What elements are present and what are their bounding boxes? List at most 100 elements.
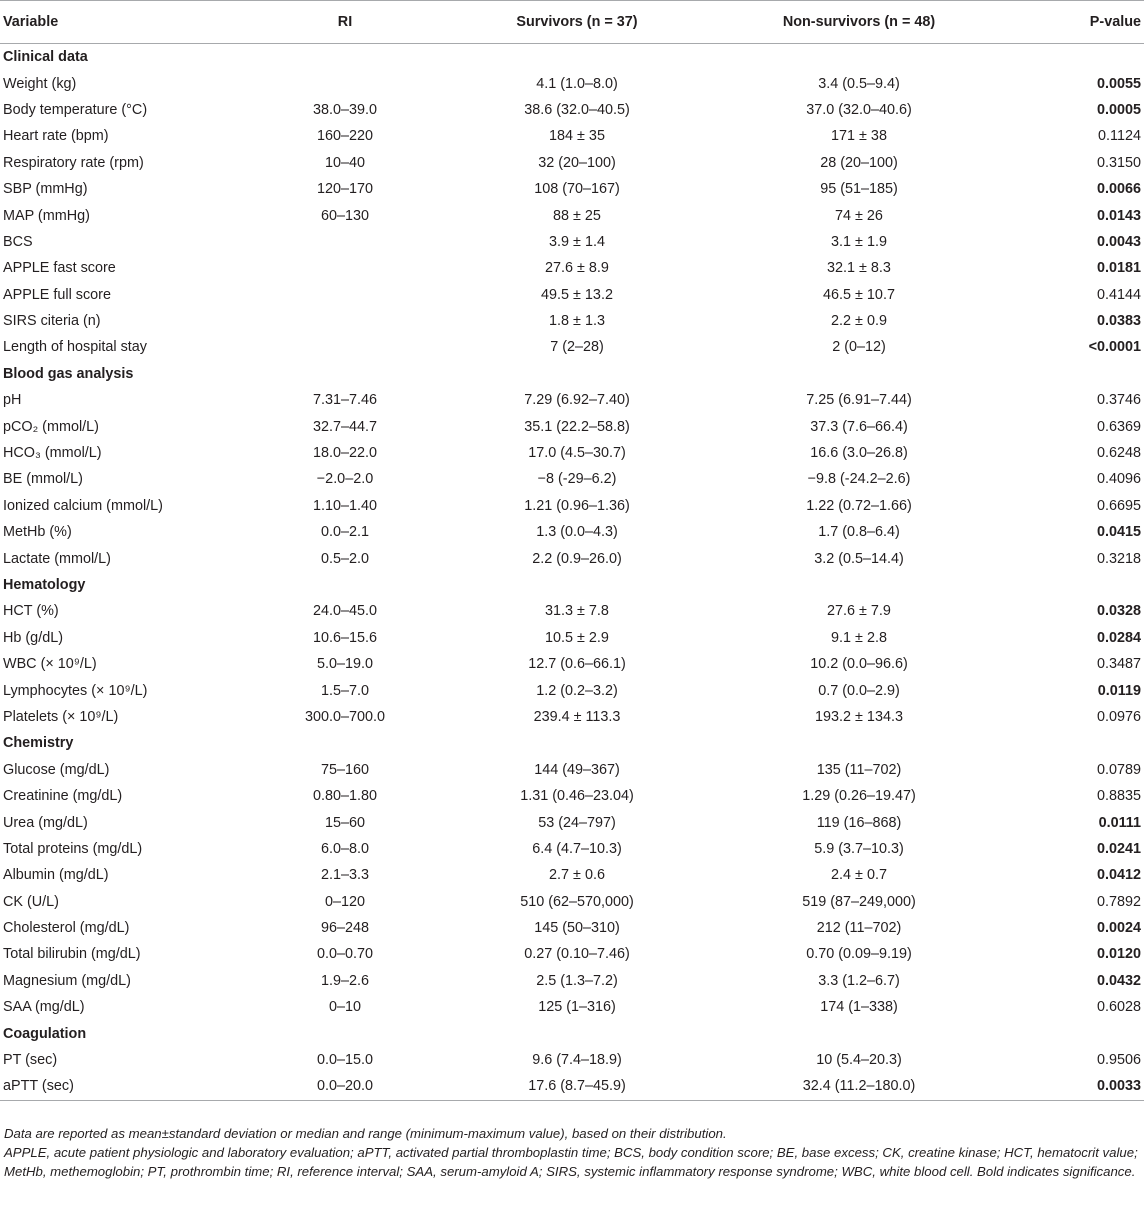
cell-survivors: 32 (20–100) (538, 154, 616, 171)
cell-non-survivors: 3.2 (0.5–14.4) (814, 550, 904, 567)
cell-reference-interval: 75–160 (320, 761, 370, 778)
cell-survivors: 2.5 (1.3–7.2) (536, 972, 618, 989)
cell-variable: Heart rate (bpm) (3, 128, 109, 145)
cell-p-value: 0.3487 (1096, 656, 1141, 673)
section-heading: Chemistry (3, 735, 74, 752)
cell-p-value: 0.7892 (1096, 893, 1141, 910)
cell-reference-interval (235, 308, 455, 334)
cell-variable: SIRS citeria (n) (3, 313, 101, 330)
cell-p-value: 0.6695 (1096, 497, 1141, 514)
footnote-data-description: Data are reported as mean±standard devia… (4, 1126, 727, 1141)
cell-variable: Cholesterol (mg/dL) (3, 920, 130, 937)
table-footnotes: Data are reported as mean±standard devia… (4, 1124, 1140, 1181)
table-row: SAA (mg/dL) 0–10 125 (1–316) 174 (1–338) 0.6… (0, 994, 1144, 1020)
cell-reference-interval: 0.0–2.1 (320, 524, 369, 541)
cell-survivors: 1.3 (0.0–4.3) (536, 524, 618, 541)
table-row: Length of hospital stay 7 (2–28) 2 (0–12) <… (0, 334, 1144, 360)
cell-reference-interval: 38.0–39.0 (312, 101, 378, 118)
cell-non-survivors: 2.4 ± 0.7 (831, 867, 887, 884)
cell-p-value: 0.6369 (1096, 418, 1141, 435)
cell-non-survivors: 3.1 ± 1.9 (831, 233, 887, 250)
cell-p-value: 0.0043 (1096, 233, 1141, 250)
cell-reference-interval: 96–248 (320, 920, 370, 937)
cell-reference-interval (235, 229, 455, 255)
cell-reference-interval: 10.6–15.6 (312, 629, 378, 646)
cell-variable: Albumin (mg/dL) (3, 867, 109, 884)
table-row: aPTT (sec) 0.0–20.0 17.6 (8.7–45.9) 32.4 (1… (0, 1073, 1144, 1101)
cell-non-survivors: 0.70 (0.09–9.19) (806, 946, 912, 963)
cell-variable: Total bilirubin (mg/dL) (3, 946, 141, 963)
cell-non-survivors: 119 (16–868) (816, 814, 902, 831)
cell-non-survivors: 46.5 ± 10.7 (823, 286, 895, 303)
cell-survivors: 1.2 (0.2–3.2) (536, 682, 618, 699)
cell-p-value: 0.0033 (1019, 1073, 1144, 1101)
cell-non-survivors: 28 (20–100) (820, 154, 898, 171)
cell-survivors: 49.5 ± 13.2 (541, 286, 613, 303)
cell-variable: HCO₃ (mmol/L) (3, 445, 102, 462)
cell-reference-interval: 0–10 (328, 999, 361, 1016)
cell-p-value: 0.0284 (1096, 629, 1141, 646)
cell-variable: MAP (mmHg) (3, 207, 90, 224)
cell-survivors: 7 (2–28) (550, 339, 604, 356)
cell-reference-interval: 0.5–2.0 (320, 550, 369, 567)
cell-non-survivors: 9.1 ± 2.8 (831, 629, 887, 646)
cell-variable: pCO₂ (mmol/L) (3, 418, 99, 435)
cell-reference-interval: 7.31–7.46 (312, 392, 378, 409)
cell-survivors: 2.2 (0.9–26.0) (532, 550, 622, 567)
cell-non-survivors: 519 (87–249,000) (802, 893, 916, 910)
cell-reference-interval (235, 334, 455, 360)
cell-reference-interval: 1.9–2.6 (320, 972, 369, 989)
cell-non-survivors: 74 ± 26 (835, 207, 883, 224)
cell-reference-interval: 160–220 (316, 128, 374, 145)
cell-p-value: 0.0119 (1097, 682, 1141, 699)
section-heading: Blood gas analysis (3, 365, 134, 382)
cell-p-value: 0.0143 (1096, 207, 1141, 224)
cell-survivors: 31.3 ± 7.8 (545, 603, 609, 620)
cell-non-survivors: 2 (0–12) (832, 339, 886, 356)
section-row: Hematology (0, 572, 1144, 598)
cell-p-value: 0.0120 (1096, 946, 1141, 963)
cell-p-value: 0.3218 (1096, 550, 1141, 567)
cell-reference-interval: 0.0–20.0 (235, 1073, 455, 1101)
table-row: PT (sec) 0.0–15.0 9.6 (7.4–18.9) 10 (5.4–20… (0, 1047, 1144, 1073)
table-row: APPLE full score 49.5 ± 13.2 46.5 ± 10.7 0.… (0, 282, 1144, 308)
cell-non-survivors: 27.6 ± 7.9 (827, 603, 891, 620)
header-variable: Variable (0, 0, 235, 44)
cell-reference-interval: 60–130 (320, 207, 370, 224)
table-row: BE (mmol/L) −2.0–2.0 −8 (-29–6.2) −9.8 (-24… (0, 466, 1144, 492)
cell-variable: aPTT (sec) (0, 1073, 235, 1101)
cell-variable: CK (U/L) (3, 893, 59, 910)
cell-survivors: 125 (1–316) (538, 999, 616, 1016)
cell-variable: Body temperature (°C) (3, 101, 148, 118)
cell-variable: pH (3, 392, 22, 409)
table-row: Weight (kg) 4.1 (1.0–8.0) 3.4 (0.5–9.4) 0.0… (0, 70, 1144, 96)
header-ri: RI (235, 0, 455, 44)
cell-p-value: 0.0383 (1096, 313, 1141, 330)
cell-variable: Magnesium (mg/dL) (3, 972, 131, 989)
cell-reference-interval: 10–40 (324, 154, 366, 171)
cell-reference-interval: 5.0–19.0 (316, 656, 374, 673)
table-row: BCS 3.9 ± 1.4 3.1 ± 1.9 0.0043 (0, 229, 1144, 255)
cell-p-value: 0.4144 (1096, 286, 1141, 303)
cell-reference-interval (235, 255, 455, 281)
cell-non-survivors: 32.1 ± 8.3 (827, 260, 891, 277)
cell-p-value: 0.8835 (1096, 788, 1141, 805)
cell-non-survivors: 171 ± 38 (831, 128, 887, 145)
cell-non-survivors: 3.4 (0.5–9.4) (818, 75, 900, 92)
cell-non-survivors: 3.3 (1.2–6.7) (818, 972, 900, 989)
cell-variable: APPLE fast score (3, 260, 116, 277)
table-row: HCT (%) 24.0–45.0 31.3 ± 7.8 27.6 ± 7.9 0.03… (0, 598, 1144, 624)
table-row: pH 7.31–7.46 7.29 (6.92–7.40) 7.25 (6.91–7.… (0, 387, 1144, 413)
cell-non-survivors: 1.22 (0.72–1.66) (806, 497, 912, 514)
cell-p-value: 0.0111 (1098, 814, 1141, 831)
table-row: APPLE fast score 27.6 ± 8.9 32.1 ± 8.3 0.01… (0, 255, 1144, 281)
cell-p-value: 0.0024 (1096, 920, 1141, 937)
cell-reference-interval: 24.0–45.0 (312, 603, 378, 620)
cell-reference-interval: 6.0–8.0 (320, 840, 369, 857)
cell-reference-interval: 0.0–0.70 (316, 946, 374, 963)
cell-variable: Weight (kg) (3, 75, 77, 92)
cell-survivors: 53 (24–797) (538, 814, 616, 831)
cell-variable: Platelets (× 10⁹/L) (3, 708, 119, 725)
table-row: Urea (mg/dL) 15–60 53 (24–797) 119 (16–868)… (0, 809, 1144, 835)
cell-non-survivors: 7.25 (6.91–7.44) (806, 392, 912, 409)
